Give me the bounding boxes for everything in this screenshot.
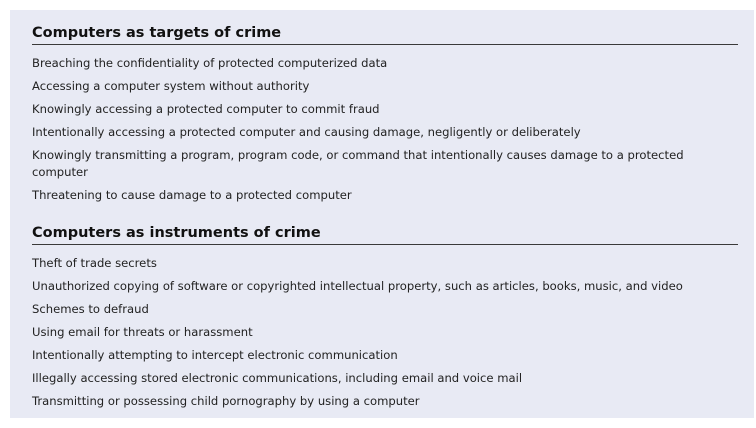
section-instruments-of-crime: Computers as instruments of crime Theft …	[32, 224, 738, 410]
list-item: Intentionally accessing a protected comp…	[32, 125, 581, 139]
list-item: Intentionally attempting to intercept el…	[32, 348, 398, 362]
list-item: Knowingly transmitting a program, progra…	[32, 148, 684, 179]
list-item: Illegally accessing stored electronic co…	[32, 371, 523, 385]
section-targets-of-crime: Computers as targets of crime Breaching …	[32, 24, 738, 204]
list-item: Using email for threats or harassment	[32, 325, 253, 339]
crime-list: Theft of trade secrets Unauthorized copy…	[32, 255, 738, 410]
list-item: Knowingly accessing a protected computer…	[32, 102, 380, 116]
list-item: Accessing a computer system without auth…	[32, 79, 310, 93]
list-item: Threatening to cause damage to a protect…	[32, 188, 352, 202]
section-heading: Computers as instruments of crime	[32, 224, 738, 245]
section-heading: Computers as targets of crime	[32, 24, 738, 45]
list-item: Transmitting or possessing child pornogr…	[32, 394, 420, 408]
list-item: Schemes to defraud	[32, 302, 149, 316]
crime-table-panel: Computers as targets of crime Breaching …	[10, 10, 754, 418]
list-item: Breaching the confidentiality of protect…	[32, 56, 388, 70]
list-item: Theft of trade secrets	[32, 256, 157, 270]
list-item: Unauthorized copying of software or copy…	[32, 279, 683, 293]
crime-list: Breaching the confidentiality of protect…	[32, 55, 738, 204]
